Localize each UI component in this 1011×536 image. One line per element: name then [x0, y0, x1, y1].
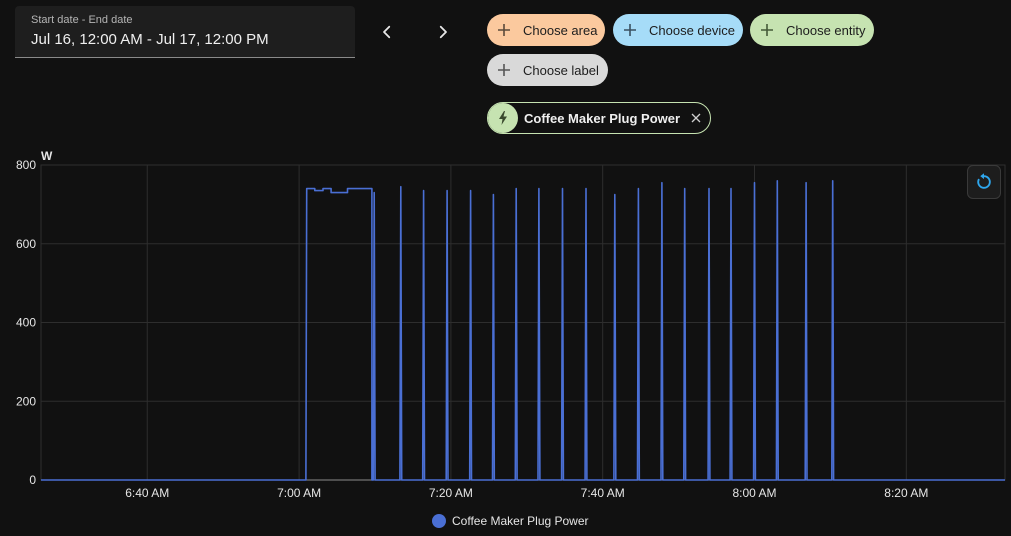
next-period-button[interactable] — [429, 18, 457, 46]
x-tick-label: 8:20 AM — [884, 486, 928, 500]
plus-icon — [498, 24, 510, 36]
choose-label-label: Choose label — [523, 62, 599, 78]
date-range-label: Start date - End date — [31, 14, 133, 26]
choose-label-chip[interactable]: Choose label — [487, 54, 608, 86]
flash-icon — [488, 103, 518, 133]
legend-color-dot — [432, 514, 446, 528]
date-range-value: Jul 16, 12:00 AM - Jul 17, 12:00 PM — [31, 31, 269, 48]
choose-area-label: Choose area — [523, 22, 598, 38]
x-tick-label: 8:00 AM — [732, 486, 776, 500]
choose-area-chip[interactable]: Choose area — [487, 14, 605, 46]
legend-series-name: Coffee Maker Plug Power — [452, 514, 589, 528]
y-tick-label: 0 — [29, 473, 36, 487]
y-tick-label: 400 — [16, 316, 36, 330]
previous-period-button[interactable] — [373, 18, 401, 46]
choose-device-label: Choose device — [649, 22, 735, 38]
reset-zoom-button[interactable] — [967, 165, 1001, 199]
choose-entity-chip[interactable]: Choose entity — [750, 14, 874, 46]
date-range-picker[interactable]: Start date - End date Jul 16, 12:00 AM -… — [15, 6, 355, 58]
y-axis: 0 200 400 600 800 — [16, 158, 36, 487]
plus-icon — [498, 64, 510, 76]
choose-device-chip[interactable]: Choose device — [613, 14, 743, 46]
x-tick-label: 7:20 AM — [429, 486, 473, 500]
chevron-right-icon — [439, 25, 447, 39]
chart-grid — [40, 164, 1006, 481]
y-tick-label: 200 — [16, 394, 36, 408]
x-tick-label: 7:00 AM — [277, 486, 321, 500]
x-tick-label: 6:40 AM — [125, 486, 169, 500]
plus-icon — [624, 24, 636, 36]
remove-entity-button[interactable] — [690, 112, 702, 124]
y-tick-label: 800 — [16, 158, 36, 172]
x-tick-label: 7:40 AM — [581, 486, 625, 500]
chevron-left-icon — [383, 25, 391, 39]
series-line-coffee-maker — [41, 180, 1005, 481]
reset-icon — [977, 173, 991, 189]
selected-entity-chip[interactable]: Coffee Maker Plug Power — [487, 102, 712, 134]
plus-icon — [761, 24, 773, 36]
x-axis: 6:40 AM 7:00 AM 7:20 AM 7:40 AM 8:00 AM 8:20 … — [125, 486, 928, 500]
close-icon — [691, 113, 701, 123]
chart-legend-item[interactable]: Coffee Maker Plug Power — [432, 514, 589, 528]
power-history-chart: 0 200 400 600 800 6:40 AM 7:00 AM 7:20 AM 7:40 … — [16, 149, 1006, 500]
choose-entity-label: Choose entity — [786, 22, 866, 38]
selected-entity-name: Coffee Maker Plug Power — [524, 110, 681, 126]
y-tick-label: 600 — [16, 237, 36, 251]
y-axis-unit-label: W — [41, 149, 53, 163]
